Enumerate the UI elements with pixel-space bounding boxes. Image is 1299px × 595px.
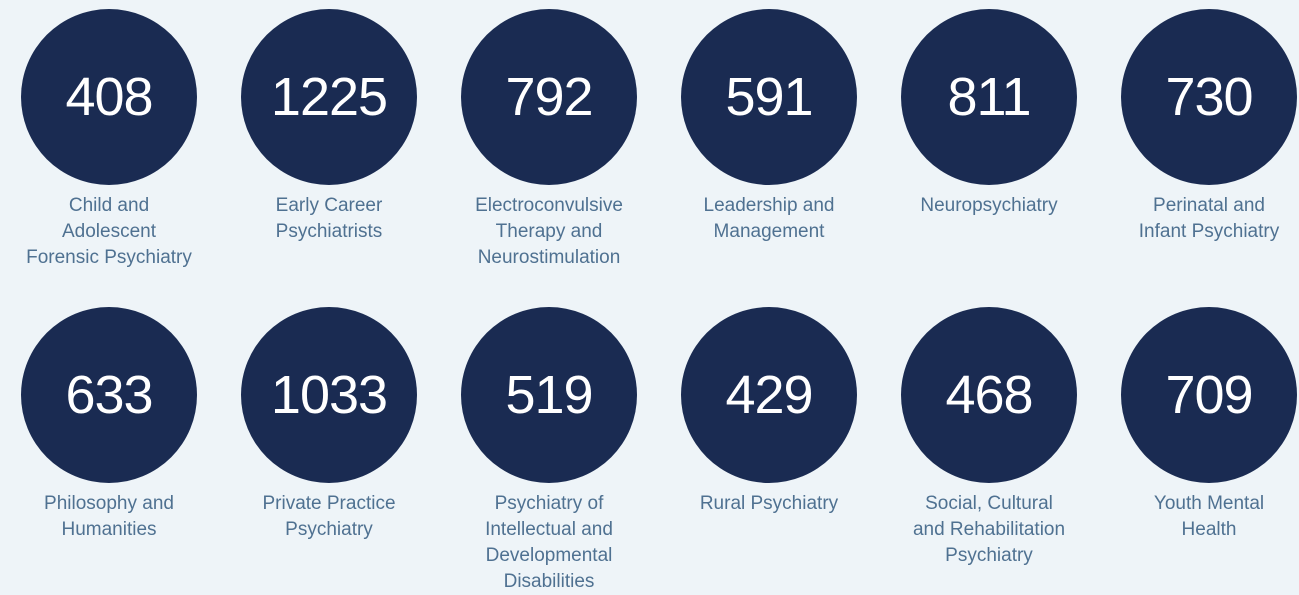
stat-label: Philosophy and Humanities: [19, 491, 199, 543]
stat-circle: 792: [461, 9, 637, 185]
stat-label: Perinatal and Infant Psychiatry: [1119, 193, 1299, 245]
label-line: Child and: [68, 195, 150, 216]
label-line: Psychiatry: [945, 545, 1033, 566]
label-line: Infant Psychiatry: [1138, 221, 1280, 242]
stat-circle: 633: [21, 307, 197, 483]
stat-circle: 1225: [241, 9, 417, 185]
label-line: Perinatal and: [1153, 195, 1265, 216]
stat-label: Private Practice Psychiatry: [239, 491, 419, 543]
label-line: Neurostimulation: [477, 247, 621, 268]
stat-circle: 1033: [241, 307, 417, 483]
label-line: and Rehabilitation: [912, 519, 1066, 540]
stat-label: Electroconvulsive Therapy and Neurostimula…: [459, 193, 639, 271]
label-line: Therapy and: [495, 221, 603, 242]
label-line: Health: [1181, 519, 1237, 540]
label-line: Private Practice: [262, 493, 396, 514]
stat-label: Rural Psychiatry: [679, 491, 859, 517]
stat-label: Neuropsychiatry: [899, 193, 1079, 219]
stat-label: Leadership and Management: [679, 193, 859, 245]
label-line: Intellectual and: [485, 519, 613, 540]
stat-label: Youth Mental Health: [1119, 491, 1299, 543]
label-line: Developmental: [485, 545, 613, 566]
label-line: Social, Cultural: [925, 493, 1053, 514]
label-line: Leadership and: [703, 195, 835, 216]
label-line: Disabilities: [503, 571, 595, 592]
stat-label: Early Career Psychiatrists: [239, 193, 419, 245]
label-line: Neuropsychiatry: [920, 195, 1058, 216]
label-line: Philosophy and: [44, 493, 174, 514]
label-line: Humanities: [61, 519, 157, 540]
label-line: Electroconvulsive: [475, 195, 623, 216]
stat-circle: 519: [461, 307, 637, 483]
stat-circle: 408: [21, 9, 197, 185]
stat-label: Child and Adolescent Forensic Psychiatry: [19, 193, 199, 271]
label-line: Psychiatrists: [275, 221, 383, 242]
label-line: Management: [713, 221, 825, 242]
label-line: Early Career: [275, 195, 383, 216]
stat-circle: 811: [901, 9, 1077, 185]
stat-label: Social, Cultural and Rehabilitation Psychi…: [899, 491, 1079, 569]
stat-circle: 591: [681, 9, 857, 185]
label-line: Psychiatry: [285, 519, 373, 540]
stat-label: Psychiatry of Intellectual and Development…: [459, 491, 639, 595]
label-line: Forensic Psychiatry: [26, 247, 192, 268]
stat-circle: 709: [1121, 307, 1297, 483]
stat-circle: 468: [901, 307, 1077, 483]
label-line: Adolescent: [61, 221, 156, 242]
label-line: Rural Psychiatry: [699, 493, 839, 514]
stat-circle: 429: [681, 307, 857, 483]
stat-circle: 730: [1121, 9, 1297, 185]
label-line: Psychiatry of: [494, 493, 604, 514]
label-line: Youth Mental: [1153, 493, 1265, 514]
